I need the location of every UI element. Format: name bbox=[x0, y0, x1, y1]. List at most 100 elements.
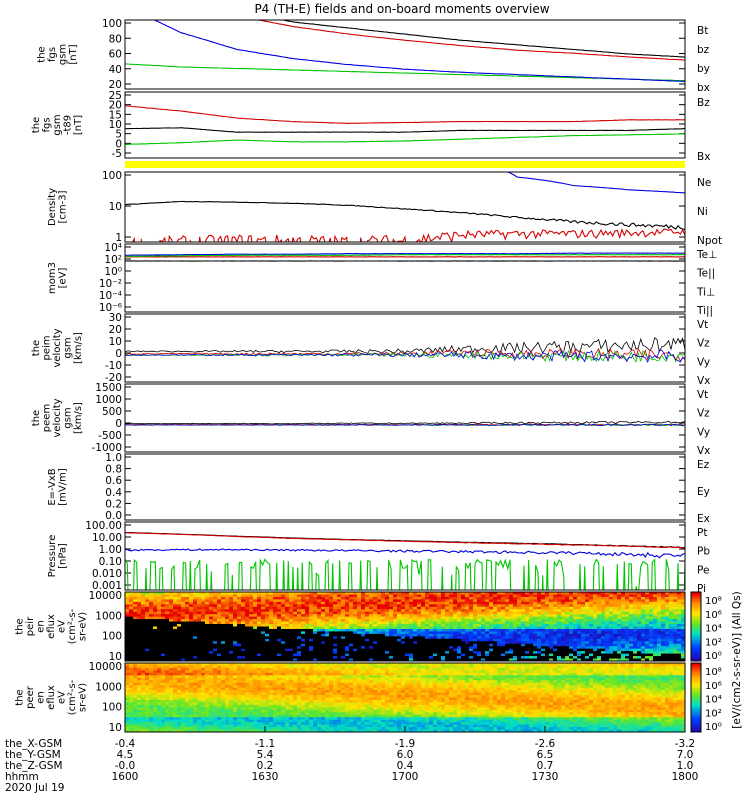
spectrum-cell bbox=[145, 643, 150, 647]
spectrum-cell bbox=[581, 672, 586, 676]
spectrum-cell bbox=[677, 643, 682, 647]
spectrum-cell bbox=[513, 621, 518, 625]
spectrum-cell bbox=[209, 614, 214, 618]
spectrum-cell bbox=[321, 653, 326, 657]
spectrum-cell bbox=[565, 624, 570, 628]
spectrum-cell bbox=[353, 643, 358, 647]
spectrum-cell bbox=[217, 633, 222, 637]
spectrum-cell bbox=[421, 672, 426, 676]
spectrum-cell bbox=[649, 646, 654, 650]
spectrum-cell bbox=[209, 624, 214, 628]
spectrum-cell bbox=[153, 626, 158, 630]
spectrum-cell bbox=[393, 658, 398, 661]
spectrum-cell bbox=[349, 646, 354, 650]
spectrum-cell bbox=[185, 670, 190, 674]
spectrum-cell bbox=[681, 619, 685, 623]
ylabel-line: the bbox=[15, 689, 26, 705]
spectrum-cell bbox=[301, 656, 306, 660]
spectrum-cell bbox=[553, 599, 558, 603]
spectrum-cell bbox=[237, 596, 242, 600]
spectrum-cell bbox=[609, 633, 614, 637]
spectrum-cell bbox=[133, 594, 138, 598]
spectrum-cell bbox=[541, 641, 546, 645]
spectrum-cell bbox=[317, 616, 322, 620]
spectrum-cell bbox=[341, 643, 346, 647]
spectrum-cell bbox=[549, 653, 554, 657]
spectrum-cell bbox=[365, 616, 370, 620]
spectrum-cell bbox=[373, 656, 378, 660]
spectrum-cell bbox=[489, 641, 494, 645]
spectrum-cell bbox=[637, 636, 642, 640]
spectrum-cell bbox=[333, 631, 338, 635]
spectrum-cell bbox=[285, 638, 290, 642]
spectrum-cell bbox=[245, 624, 250, 628]
panel-peir_spectra: thepeirenefluxeV(cm²-s-sr-eV)10000100010… bbox=[15, 590, 686, 663]
spectrum-cell bbox=[433, 636, 438, 640]
spectrum-cell bbox=[597, 641, 602, 645]
spectrum-cell bbox=[437, 614, 442, 618]
spectrum-cell bbox=[393, 665, 398, 669]
spectrum-cell bbox=[665, 631, 670, 635]
spectrum-cell bbox=[161, 619, 166, 623]
spectrum-cell bbox=[597, 670, 602, 674]
spectrum-cell bbox=[521, 621, 526, 625]
spectrum-cell bbox=[609, 670, 614, 674]
spectrum-cell bbox=[541, 609, 546, 613]
spectrum-cell bbox=[673, 672, 678, 676]
spectrum-cell bbox=[513, 619, 518, 623]
ylabel-line: eV bbox=[57, 691, 68, 704]
spectrum-cell bbox=[189, 641, 194, 645]
spectrum-cell bbox=[361, 636, 366, 640]
spectrum-cell bbox=[337, 638, 342, 642]
spectrum-cell bbox=[633, 609, 638, 613]
spectrum-cell bbox=[229, 616, 234, 620]
spectrum-cell bbox=[549, 628, 554, 633]
spectrum-cell bbox=[517, 609, 522, 613]
spectrum-cell bbox=[565, 638, 570, 642]
spectrum-cell bbox=[209, 675, 214, 679]
spectrum-cell bbox=[421, 609, 426, 613]
spectrum-cell bbox=[421, 611, 426, 615]
spectrum-cell bbox=[641, 592, 646, 596]
spectrum-cell bbox=[265, 665, 270, 669]
spectrum-cell bbox=[345, 621, 350, 625]
spectrum-cell bbox=[449, 638, 454, 642]
spectrum-cell bbox=[549, 616, 554, 620]
spectrum-cell bbox=[573, 606, 578, 610]
spectrum-cell bbox=[409, 651, 414, 655]
spectrum-cell bbox=[169, 594, 174, 598]
spectrum-cell bbox=[673, 646, 678, 650]
spectrum-cell bbox=[201, 667, 206, 671]
spectrum-cell bbox=[353, 633, 358, 637]
spectrum-cell bbox=[657, 670, 662, 674]
spectrum-cell bbox=[417, 594, 422, 598]
spectrum-cell bbox=[277, 599, 282, 603]
spectrum-cell bbox=[493, 638, 498, 642]
spectrum-cell bbox=[225, 653, 230, 657]
spectrum-cell bbox=[269, 636, 274, 640]
spectrum-cell bbox=[181, 636, 186, 640]
spectrum-cell bbox=[221, 596, 226, 600]
spectrum-cell bbox=[633, 651, 638, 655]
spectrum-cell bbox=[225, 672, 230, 676]
spectrum-cell bbox=[225, 614, 230, 618]
spectrum-cell bbox=[297, 619, 302, 623]
spectrum-cell bbox=[353, 631, 358, 635]
spectrum-cell bbox=[369, 675, 374, 679]
spectrum-cell bbox=[169, 665, 174, 669]
spectrum-cell bbox=[437, 592, 442, 596]
spectrum-cell bbox=[557, 609, 562, 613]
spectrum-cell bbox=[613, 648, 618, 652]
spectrum-cell bbox=[193, 636, 198, 640]
spectrum-cell bbox=[169, 658, 174, 661]
spectrum-cell bbox=[681, 609, 685, 613]
spectrum-cell bbox=[369, 596, 374, 600]
spectrum-cell bbox=[329, 633, 334, 637]
spectrum-cell bbox=[573, 641, 578, 645]
spectrum-cell bbox=[265, 643, 270, 647]
spectrum-cell bbox=[389, 624, 394, 628]
spectrum-cell bbox=[309, 601, 314, 605]
spectrum-cell bbox=[613, 643, 618, 647]
spectrum-cell bbox=[477, 653, 482, 657]
spectrum-cell bbox=[557, 638, 562, 642]
